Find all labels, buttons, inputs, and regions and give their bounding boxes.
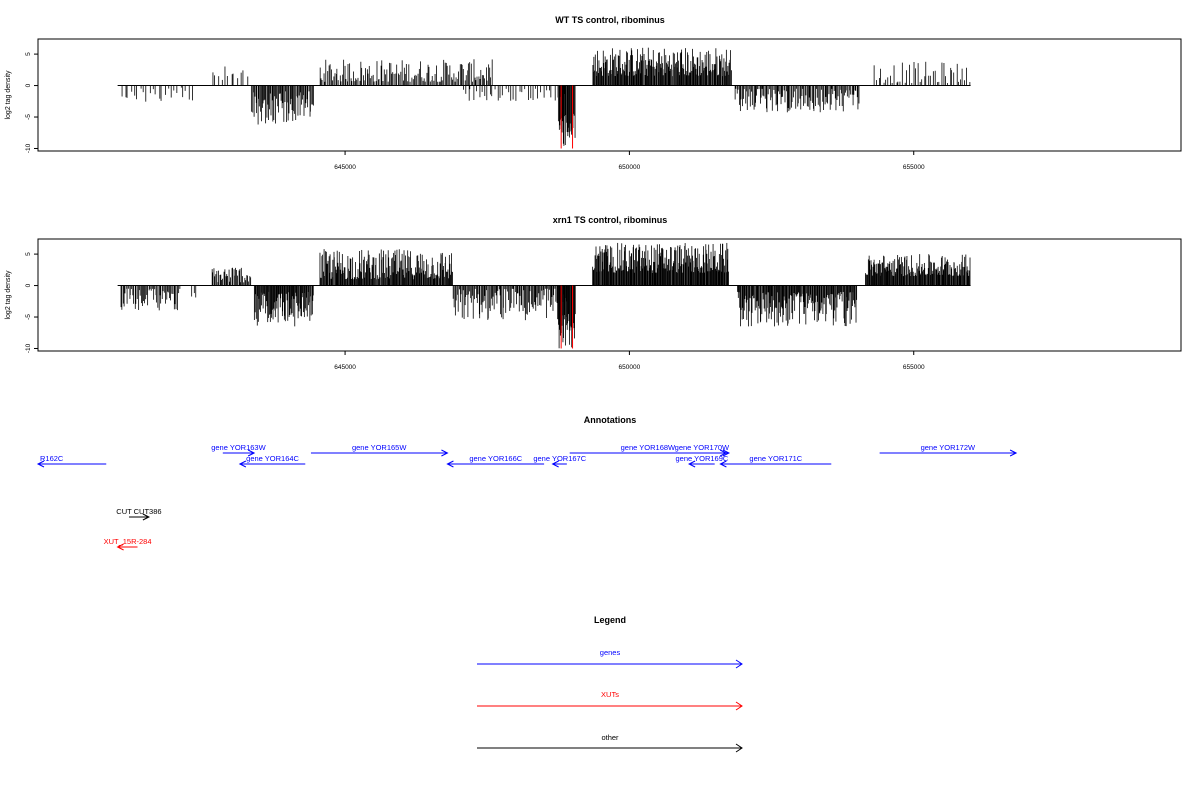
legend-item-other: other	[477, 733, 743, 753]
legend-arrow-head	[735, 743, 743, 753]
wt-plot-area	[34, 38, 1182, 155]
xrn1-plot-area	[34, 238, 1182, 355]
xrn1-y-tick-label: -5	[25, 314, 32, 320]
legend-label: XUTs	[601, 690, 619, 699]
wt-x-tick-label: 645000	[334, 164, 356, 171]
annotation-feature: gene YOR169C	[675, 454, 729, 468]
legend-item-xuts: XUTs	[477, 690, 743, 711]
feature-label: gene YOR168W	[621, 443, 676, 452]
feature-label: gene YOR164C	[246, 454, 299, 463]
annotation-feature: XUT_15R-284	[104, 537, 152, 551]
feature-label: R162C	[40, 454, 64, 463]
xrn1-y-tick-label: -10	[25, 343, 32, 353]
annotation-feature: gene YOR172W	[879, 443, 1018, 457]
legend-panel: Legend genes XUTs other	[477, 615, 743, 753]
wt-panel-title: WT TS control, ribominus	[555, 15, 665, 25]
feature-arrow-head	[36, 460, 45, 468]
wt-x-tick-label: 655000	[903, 164, 925, 171]
annotation-feature: CUT CUT386	[116, 507, 162, 521]
plot-frame	[37, 38, 1182, 152]
legend-label: genes	[600, 648, 621, 657]
feature-label: XUT_15R-284	[104, 537, 152, 546]
legend-title: Legend	[594, 615, 626, 625]
xrn1-y-tick-label: 5	[25, 252, 32, 256]
annotation-feature: gene YOR170W	[675, 443, 731, 457]
annotation-feature: R162C	[36, 454, 107, 468]
feature-arrow-head	[551, 460, 559, 468]
annotation-feature: gene YOR167C	[533, 454, 587, 468]
wt-y-axis-label: log2 tag density	[5, 70, 12, 120]
wt-y-tick-label: 5	[25, 52, 32, 56]
feature-arrow-head	[719, 460, 727, 468]
xrn1-x-tick-labels: 645000 650000 655000	[334, 364, 925, 371]
plot-frame	[37, 238, 1182, 352]
wt-y-tick-labels: -10 -5 0 5	[25, 52, 32, 153]
wt-x-tick-label: 650000	[619, 164, 641, 171]
feature-arrow-head	[441, 449, 449, 457]
xrn1-x-tick-label: 655000	[903, 364, 925, 371]
legend-item-genes: genes	[477, 648, 743, 669]
annotation-feature: gene YOR163W	[211, 443, 267, 457]
legend-label: other	[601, 733, 619, 742]
feature-arrow-head	[722, 449, 731, 457]
feature-arrow-head	[238, 460, 247, 468]
feature-label: gene YOR165W	[352, 443, 407, 452]
xrn1-y-axis-label: log2 tag density	[5, 270, 12, 320]
xrn1-y-tick-label: 0	[25, 283, 32, 287]
wt-x-tick-labels: 645000 650000 655000	[334, 164, 925, 171]
annotation-feature: gene YOR164C	[238, 454, 306, 468]
feature-arrow-head	[1009, 449, 1018, 457]
annotation-features: R162C gene YOR163W gene YOR164C gene YOR165…	[36, 443, 1018, 551]
wt-y-tick-label: -10	[25, 143, 32, 153]
feature-arrow-head	[687, 460, 696, 468]
wt-y-tick-label: -5	[25, 114, 32, 120]
wt-y-tick-label: 0	[25, 83, 32, 87]
feature-label: gene YOR171C	[749, 454, 802, 463]
annotation-feature: gene YOR165W	[310, 443, 449, 457]
feature-label: CUT CUT386	[116, 507, 161, 516]
wt-coverage-panel: WT TS control, ribominus log2 tag densit…	[5, 15, 1182, 171]
annotations-title: Annotations	[584, 415, 637, 425]
annotation-feature: gene YOR166C	[446, 454, 545, 468]
legend-arrow-head	[735, 659, 743, 669]
xrn1-y-tick-labels: -10 -5 0 5	[25, 252, 32, 353]
annotations-panel: Annotations R162C gene YOR163W gene YOR164…	[36, 415, 1018, 551]
feature-label: gene YOR169C	[675, 454, 728, 463]
feature-label: gene YOR163W	[211, 443, 266, 452]
feature-arrow-head	[116, 543, 124, 551]
feature-label: gene YOR170W	[675, 443, 730, 452]
feature-label: gene YOR167C	[533, 454, 586, 463]
feature-label: gene YOR172W	[921, 443, 976, 452]
feature-arrow-head	[446, 460, 454, 468]
feature-arrow-head	[247, 449, 256, 457]
feature-arrow-head	[142, 513, 151, 521]
xrn1-x-tick-label: 650000	[619, 364, 641, 371]
xrn1-x-tick-label: 645000	[334, 364, 356, 371]
annotation-feature: gene YOR171C	[719, 454, 832, 468]
feature-label: gene YOR166C	[469, 454, 522, 463]
legend-arrow-head	[735, 701, 743, 711]
xrn1-coverage-panel: xrn1 TS control, ribominus log2 tag dens…	[5, 215, 1182, 371]
xrn1-panel-title: xrn1 TS control, ribominus	[553, 215, 668, 225]
